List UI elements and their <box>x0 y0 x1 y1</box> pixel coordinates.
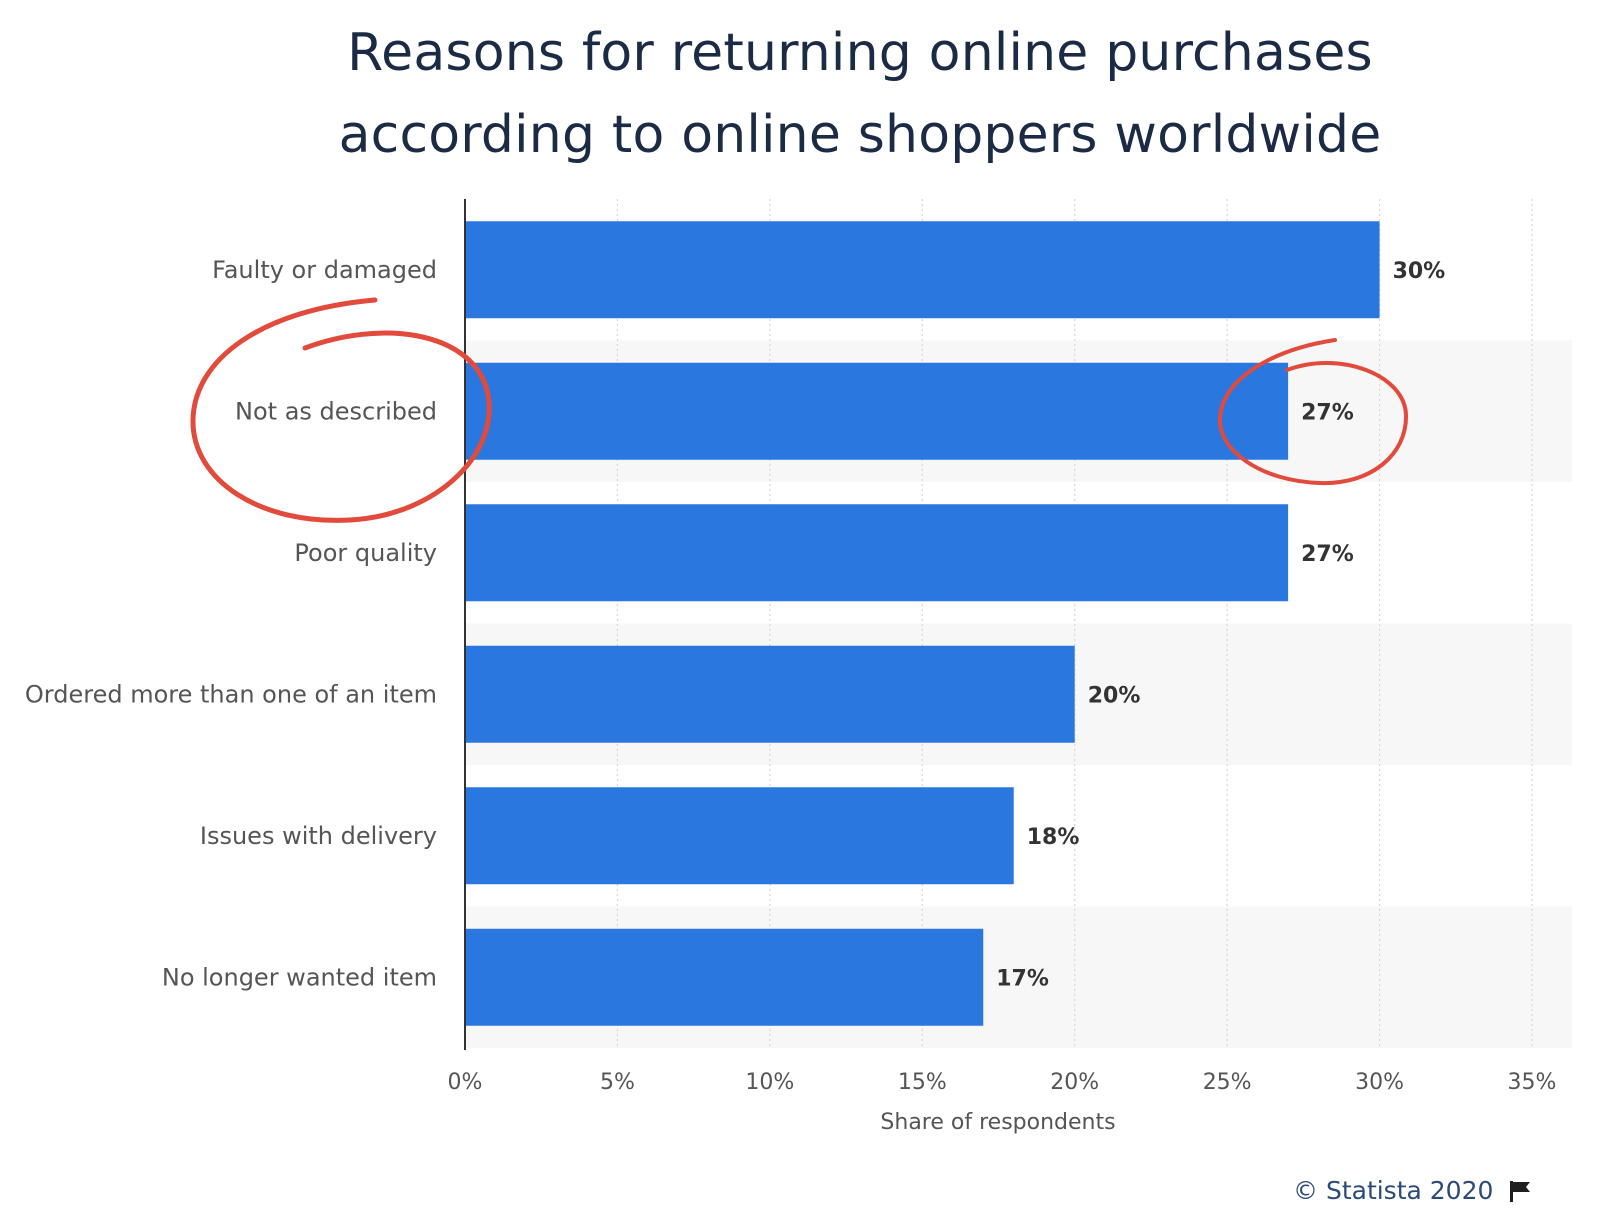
value-label: 30% <box>1393 259 1446 284</box>
bar <box>466 645 1075 743</box>
bar <box>466 787 1014 885</box>
x-tick-label: 0% <box>448 1070 483 1095</box>
category-label: Issues with delivery <box>200 822 437 850</box>
source-credit[interactable]: © Statista 2020 <box>1293 1176 1533 1205</box>
chart-title-line-1: Reasons for returning online purchases <box>347 23 1373 83</box>
annotation-circle-value <box>1217 338 1409 486</box>
value-label: 17% <box>996 966 1049 991</box>
x-tick-label: 35% <box>1508 1070 1557 1095</box>
x-axis-title: Share of respondents <box>880 1110 1115 1135</box>
x-tick-label: 25% <box>1203 1070 1252 1095</box>
category-label: Poor quality <box>294 539 437 567</box>
bar <box>466 362 1289 460</box>
value-label: 27% <box>1301 400 1354 425</box>
chart-title: Reasons for returning online purchases a… <box>0 12 1600 176</box>
category-label: Faulty or damaged <box>212 256 437 284</box>
flag-icon[interactable] <box>1507 1178 1533 1204</box>
x-tick-label: 5% <box>600 1070 635 1095</box>
x-tick-label: 30% <box>1355 1070 1404 1095</box>
chart-title-line-2: according to online shoppers worldwide <box>338 105 1382 165</box>
value-label: 27% <box>1301 542 1354 567</box>
x-tick-label: 20% <box>1050 1070 1099 1095</box>
value-label: 18% <box>1027 825 1080 850</box>
bar <box>466 504 1289 602</box>
bar <box>466 928 984 1026</box>
value-label: 20% <box>1088 683 1141 708</box>
x-tick-label: 10% <box>745 1070 794 1095</box>
category-label: Not as described <box>235 397 437 425</box>
category-label: No longer wanted item <box>162 963 437 991</box>
x-tick-label: 15% <box>898 1070 947 1095</box>
category-label: Ordered more than one of an item <box>25 680 437 708</box>
bar <box>466 221 1380 319</box>
credit-text: © Statista 2020 <box>1293 1176 1494 1205</box>
annotation-circle-category <box>190 297 492 523</box>
